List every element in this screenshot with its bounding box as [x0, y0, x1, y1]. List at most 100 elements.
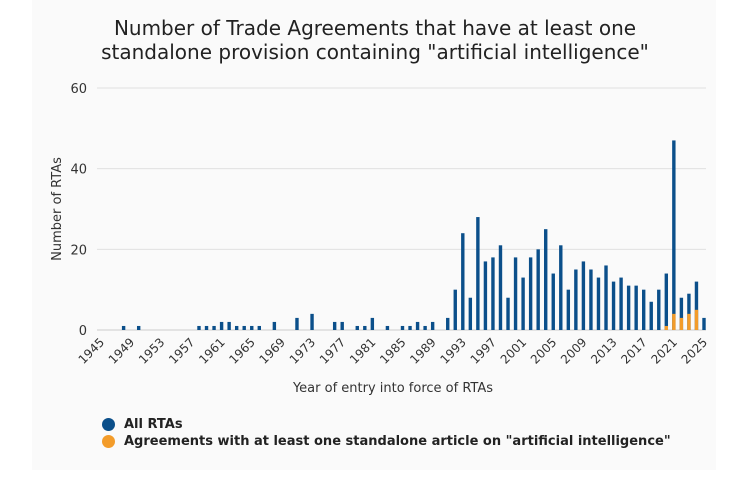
- x-tick-label-1949: 1949: [106, 335, 137, 366]
- bar-all-rtas-1968[interactable]: [272, 321, 277, 330]
- y-tick-label-20: 20: [70, 243, 87, 258]
- bar-all-rtas-2007[interactable]: [566, 289, 571, 330]
- x-tick-label-2001: 2001: [498, 335, 529, 366]
- bar-all-rtas-2012[interactable]: [604, 265, 608, 330]
- bar-all-rtas-1996[interactable]: [483, 261, 488, 330]
- x-tick-label-1965: 1965: [226, 335, 257, 366]
- bar-all-rtas-1979[interactable]: [355, 325, 359, 330]
- bar-all-rtas-1964[interactable]: [242, 325, 246, 330]
- y-tick-labels: 0 20 40 60: [70, 82, 87, 339]
- bar-all-rtas-1989[interactable]: [430, 321, 435, 330]
- bar-all-rtas-1997[interactable]: [491, 257, 495, 330]
- x-tick-labels: 1945194919531957196119651969197319771981…: [76, 335, 710, 366]
- bar-all-rtas-2013[interactable]: [611, 281, 616, 330]
- bar-all-rtas-2006[interactable]: [559, 245, 563, 330]
- legend-marker-all-rtas: [102, 418, 115, 431]
- bar-all-rtas-1980[interactable]: [363, 325, 367, 330]
- bar-all-rtas-2003[interactable]: [536, 249, 540, 330]
- bar-all-rtas-1976[interactable]: [332, 321, 337, 330]
- bar-all-rtas-2014[interactable]: [619, 277, 623, 330]
- legend-item-all-rtas[interactable]: All RTAs: [102, 416, 671, 433]
- bar-all-rtas-1960[interactable]: [212, 325, 216, 330]
- bar-all-rtas-2023[interactable]: [687, 293, 691, 330]
- bar-all-rtas-1973[interactable]: [310, 313, 314, 330]
- x-tick-label-2021: 2021: [648, 335, 679, 366]
- x-tick-label-1973: 1973: [287, 335, 318, 366]
- bar-all-rtas-2024[interactable]: [694, 281, 699, 330]
- y-tick-label-0: 0: [79, 324, 87, 339]
- legend-item-ai-agreements[interactable]: Agreements with at least one standalone …: [102, 433, 671, 450]
- x-tick-label-1985: 1985: [377, 335, 408, 366]
- bar-all-rtas-1961[interactable]: [219, 321, 224, 330]
- bar-all-rtas-2017[interactable]: [642, 289, 646, 330]
- bar-all-rtas-1958[interactable]: [197, 325, 201, 330]
- chart-title: Number of Trade Agreements that have at …: [0, 16, 750, 64]
- y-axis-label: Number of RTAs: [50, 157, 65, 261]
- bar-all-rtas-1992[interactable]: [453, 289, 457, 330]
- bar-all-rtas-2019[interactable]: [657, 289, 661, 330]
- legend-label-all-rtas: All RTAs: [124, 417, 183, 432]
- bar-all-rtas-1994[interactable]: [468, 297, 473, 330]
- bar-all-rtas-1991[interactable]: [446, 317, 450, 330]
- bar-all-rtas-1965[interactable]: [250, 325, 254, 330]
- bar-ai-agreements-2022[interactable]: [679, 317, 684, 330]
- x-tick-label-1945: 1945: [76, 335, 107, 366]
- bar-all-rtas-1981[interactable]: [370, 317, 375, 330]
- bar-all-rtas-1966[interactable]: [257, 325, 261, 330]
- bar-all-rtas-2002[interactable]: [528, 257, 533, 330]
- bar-all-rtas-1986[interactable]: [408, 325, 412, 330]
- x-tick-label-1997: 1997: [468, 335, 499, 366]
- bars: [121, 140, 706, 331]
- bar-all-rtas-1987[interactable]: [415, 321, 420, 330]
- bar-all-rtas-1985[interactable]: [400, 325, 405, 330]
- x-tick-label-1953: 1953: [136, 335, 167, 366]
- bar-ai-agreements-2023[interactable]: [687, 313, 691, 330]
- bar-all-rtas-1983[interactable]: [385, 325, 390, 330]
- x-tick-label-1957: 1957: [166, 335, 197, 366]
- bar-all-rtas-1959[interactable]: [204, 325, 209, 330]
- bar-all-rtas-2021[interactable]: [672, 140, 676, 330]
- bar-ai-agreements-2024[interactable]: [694, 309, 699, 330]
- chart-title-line-2: standalone provision containing "artific…: [101, 40, 649, 64]
- bar-all-rtas-2015[interactable]: [626, 285, 631, 330]
- bar-all-rtas-1988[interactable]: [423, 325, 427, 330]
- x-tick-label-2017: 2017: [618, 335, 649, 366]
- bar-all-rtas-1948[interactable]: [121, 325, 126, 330]
- bar-all-rtas-1950[interactable]: [136, 325, 141, 330]
- bar-all-rtas-2016[interactable]: [634, 285, 638, 330]
- bar-all-rtas-1962[interactable]: [227, 321, 231, 330]
- bar-all-rtas-2022[interactable]: [679, 297, 684, 330]
- x-tick-label-1981: 1981: [347, 335, 378, 366]
- chart-title-line-1: Number of Trade Agreements that have at …: [113, 16, 637, 40]
- x-tick-label-2009: 2009: [558, 335, 589, 366]
- chart-card: [32, 0, 716, 470]
- bar-all-rtas-1963[interactable]: [234, 325, 239, 330]
- bar-all-rtas-2001[interactable]: [521, 277, 525, 330]
- bar-ai-agreements-2021[interactable]: [672, 313, 676, 330]
- bar-all-rtas-2011[interactable]: [596, 277, 601, 330]
- bar-all-rtas-2009[interactable]: [581, 261, 586, 330]
- bar-all-rtas-1971[interactable]: [295, 317, 299, 330]
- bar-all-rtas-2005[interactable]: [551, 273, 555, 330]
- bar-all-rtas-2018[interactable]: [649, 301, 653, 330]
- bar-all-rtas-2000[interactable]: [513, 257, 518, 330]
- x-tick-label-1993: 1993: [437, 335, 468, 366]
- x-tick-label-2013: 2013: [588, 335, 619, 366]
- bar-all-rtas-2004[interactable]: [544, 229, 548, 330]
- x-tick-label-1977: 1977: [317, 335, 348, 366]
- bar-all-rtas-2025[interactable]: [702, 317, 706, 330]
- bar-all-rtas-2008[interactable]: [574, 269, 578, 331]
- bar-all-rtas-1995[interactable]: [476, 217, 480, 330]
- bar-ai-agreements-2020[interactable]: [664, 325, 669, 330]
- x-tick-label-1969: 1969: [257, 335, 288, 366]
- bar-all-rtas-1993[interactable]: [461, 233, 465, 330]
- bar-all-rtas-1977[interactable]: [340, 321, 344, 330]
- legend-label-ai-agreements: Agreements with at least one standalone …: [124, 434, 671, 449]
- legend: All RTAs Agreements with at least one st…: [102, 416, 671, 450]
- x-tick-label-2005: 2005: [528, 335, 559, 366]
- x-tick-label-2025: 2025: [679, 335, 710, 366]
- bar-all-rtas-2010[interactable]: [589, 269, 593, 331]
- bar-all-rtas-1998[interactable]: [498, 245, 503, 330]
- bar-all-rtas-2020[interactable]: [664, 273, 669, 330]
- bar-all-rtas-1999[interactable]: [506, 297, 510, 330]
